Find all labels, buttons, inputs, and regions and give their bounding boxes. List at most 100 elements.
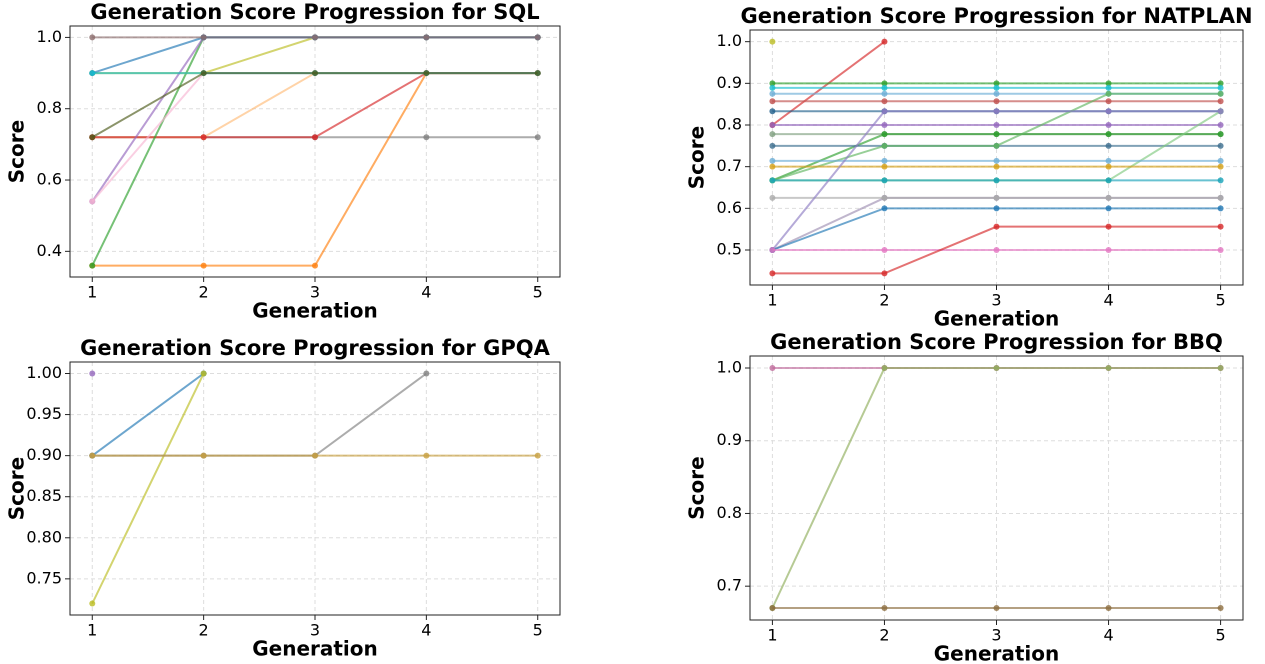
point — [769, 122, 776, 128]
point — [993, 84, 1000, 91]
x-tick-label: 2 — [199, 621, 209, 640]
x-tick-label: 5 — [533, 283, 543, 302]
axes-frame — [69, 25, 561, 278]
point — [423, 34, 430, 41]
point — [1217, 84, 1224, 91]
y-axis-label: Score — [685, 456, 709, 519]
x-axis-label: Generation — [934, 307, 1060, 331]
point — [534, 134, 541, 141]
point — [993, 90, 1000, 97]
y-tick-label: 0.7 — [717, 576, 742, 595]
point — [881, 90, 888, 97]
point — [769, 247, 776, 253]
point — [312, 134, 318, 141]
point — [769, 163, 776, 170]
x-tick-label: 2 — [879, 291, 889, 310]
point — [1217, 365, 1224, 371]
point — [769, 108, 776, 115]
chart-title: Generation Score Progression for SQL — [90, 0, 539, 24]
point — [881, 84, 888, 91]
x-tick-label: 3 — [310, 621, 320, 640]
point — [1105, 157, 1112, 164]
point — [312, 70, 318, 77]
point — [769, 194, 776, 201]
point — [200, 134, 207, 141]
y-axis-label: Score — [5, 120, 29, 183]
point — [423, 70, 430, 77]
point — [769, 177, 776, 184]
point — [1217, 98, 1224, 105]
point — [1105, 365, 1112, 371]
point — [1217, 142, 1224, 149]
point — [1105, 205, 1112, 212]
point — [423, 134, 430, 141]
point — [993, 247, 1000, 253]
point — [881, 605, 888, 611]
x-axis-label: Generation — [934, 642, 1060, 664]
point — [1105, 142, 1112, 149]
axes-frame — [749, 355, 1244, 621]
point — [881, 98, 888, 105]
point — [312, 34, 318, 41]
point — [993, 142, 1000, 149]
point — [89, 600, 96, 607]
y-tick-label: 0.95 — [26, 404, 62, 423]
point — [769, 157, 776, 164]
point — [1105, 223, 1112, 230]
point — [1105, 98, 1112, 105]
x-tick-label: 1 — [767, 626, 777, 645]
y-tick-label: 0.5 — [717, 240, 742, 259]
y-tick-label: 0.9 — [717, 430, 742, 449]
point — [1217, 108, 1224, 115]
x-tick-label: 4 — [1103, 626, 1113, 645]
series-line — [91, 373, 205, 604]
x-tick-label: 1 — [767, 291, 777, 310]
y-tick-label: 0.7 — [717, 156, 742, 175]
y-tick-label: 0.85 — [26, 486, 62, 505]
point — [993, 194, 1000, 201]
point — [881, 270, 888, 277]
point — [993, 108, 1000, 115]
point — [1217, 90, 1224, 97]
point — [1105, 80, 1112, 87]
point — [200, 370, 207, 377]
point — [89, 452, 96, 459]
chart-title: Generation Score Progression for BBQ — [770, 330, 1223, 354]
point — [1217, 163, 1224, 170]
point — [1105, 605, 1112, 611]
x-tick-label: 2 — [879, 626, 889, 645]
y-tick-label: 0.8 — [717, 115, 742, 134]
point — [200, 262, 207, 269]
point — [993, 205, 1000, 212]
point — [1217, 157, 1224, 164]
point — [89, 370, 96, 377]
point — [534, 70, 541, 77]
y-tick-label: 0.6 — [37, 170, 62, 189]
point — [1105, 84, 1112, 91]
point — [89, 70, 96, 77]
point — [881, 131, 888, 138]
point — [769, 365, 776, 371]
point — [993, 223, 1000, 230]
point — [1105, 194, 1112, 201]
point — [769, 270, 776, 277]
point — [993, 157, 1000, 164]
point — [993, 163, 1000, 170]
y-tick-label: 0.6 — [717, 198, 742, 217]
point — [1105, 108, 1112, 115]
point — [881, 157, 888, 164]
x-tick-label: 1 — [87, 283, 97, 302]
point — [769, 98, 776, 105]
point — [769, 131, 776, 138]
point — [1105, 90, 1112, 97]
point — [200, 70, 207, 77]
point — [993, 131, 1000, 138]
x-tick-label: 5 — [533, 621, 543, 640]
point — [769, 80, 776, 87]
point — [993, 122, 1000, 128]
point — [1217, 80, 1224, 87]
y-tick-label: 0.8 — [37, 98, 62, 117]
x-axis-label: Generation — [252, 637, 378, 661]
y-axis-label: Score — [5, 457, 29, 520]
